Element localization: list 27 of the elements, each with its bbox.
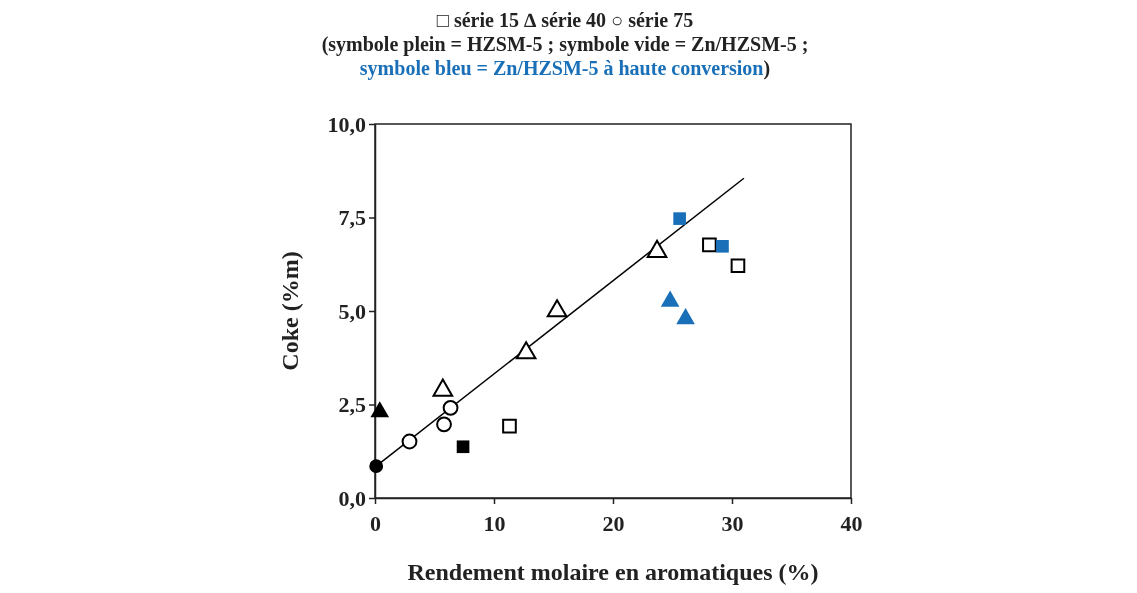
point xyxy=(442,399,459,416)
y-tick-label: 10,0 xyxy=(327,111,366,137)
y-tick-label: 5,0 xyxy=(338,298,366,324)
point xyxy=(456,440,470,454)
point xyxy=(673,212,686,225)
point xyxy=(369,459,384,474)
chart-title: □ série 15 ∆ série 40 ○ série 75 xyxy=(436,9,694,31)
point xyxy=(546,299,568,318)
x-axis-title: Rendement molaire en aromatiques (%) xyxy=(407,559,819,585)
x-tick-label: 40 xyxy=(840,511,863,537)
point xyxy=(716,239,729,253)
point xyxy=(502,418,517,434)
y-tick-label: 2,5 xyxy=(338,392,366,418)
x-tick-label: 0 xyxy=(370,511,381,537)
x-tick-label: 10 xyxy=(483,511,506,537)
y-tick-label: 0,0 xyxy=(338,485,366,511)
y-tick-label: 7,5 xyxy=(338,205,366,231)
point xyxy=(676,308,695,325)
point xyxy=(401,433,418,450)
x-tick-label: 30 xyxy=(721,511,744,537)
point xyxy=(702,237,717,253)
point xyxy=(515,341,537,360)
chart-subtitle: (symbole plein = HZSM-5 ; symbole vide = Zn/HZSM-5 ; symbole bleu = Zn/HZSM-5 à haute conversion) xyxy=(321,33,809,80)
point xyxy=(436,416,452,433)
y-axis-title: Coke (%m) xyxy=(277,251,303,371)
point xyxy=(730,258,746,274)
x-tick-label: 20 xyxy=(602,511,625,537)
